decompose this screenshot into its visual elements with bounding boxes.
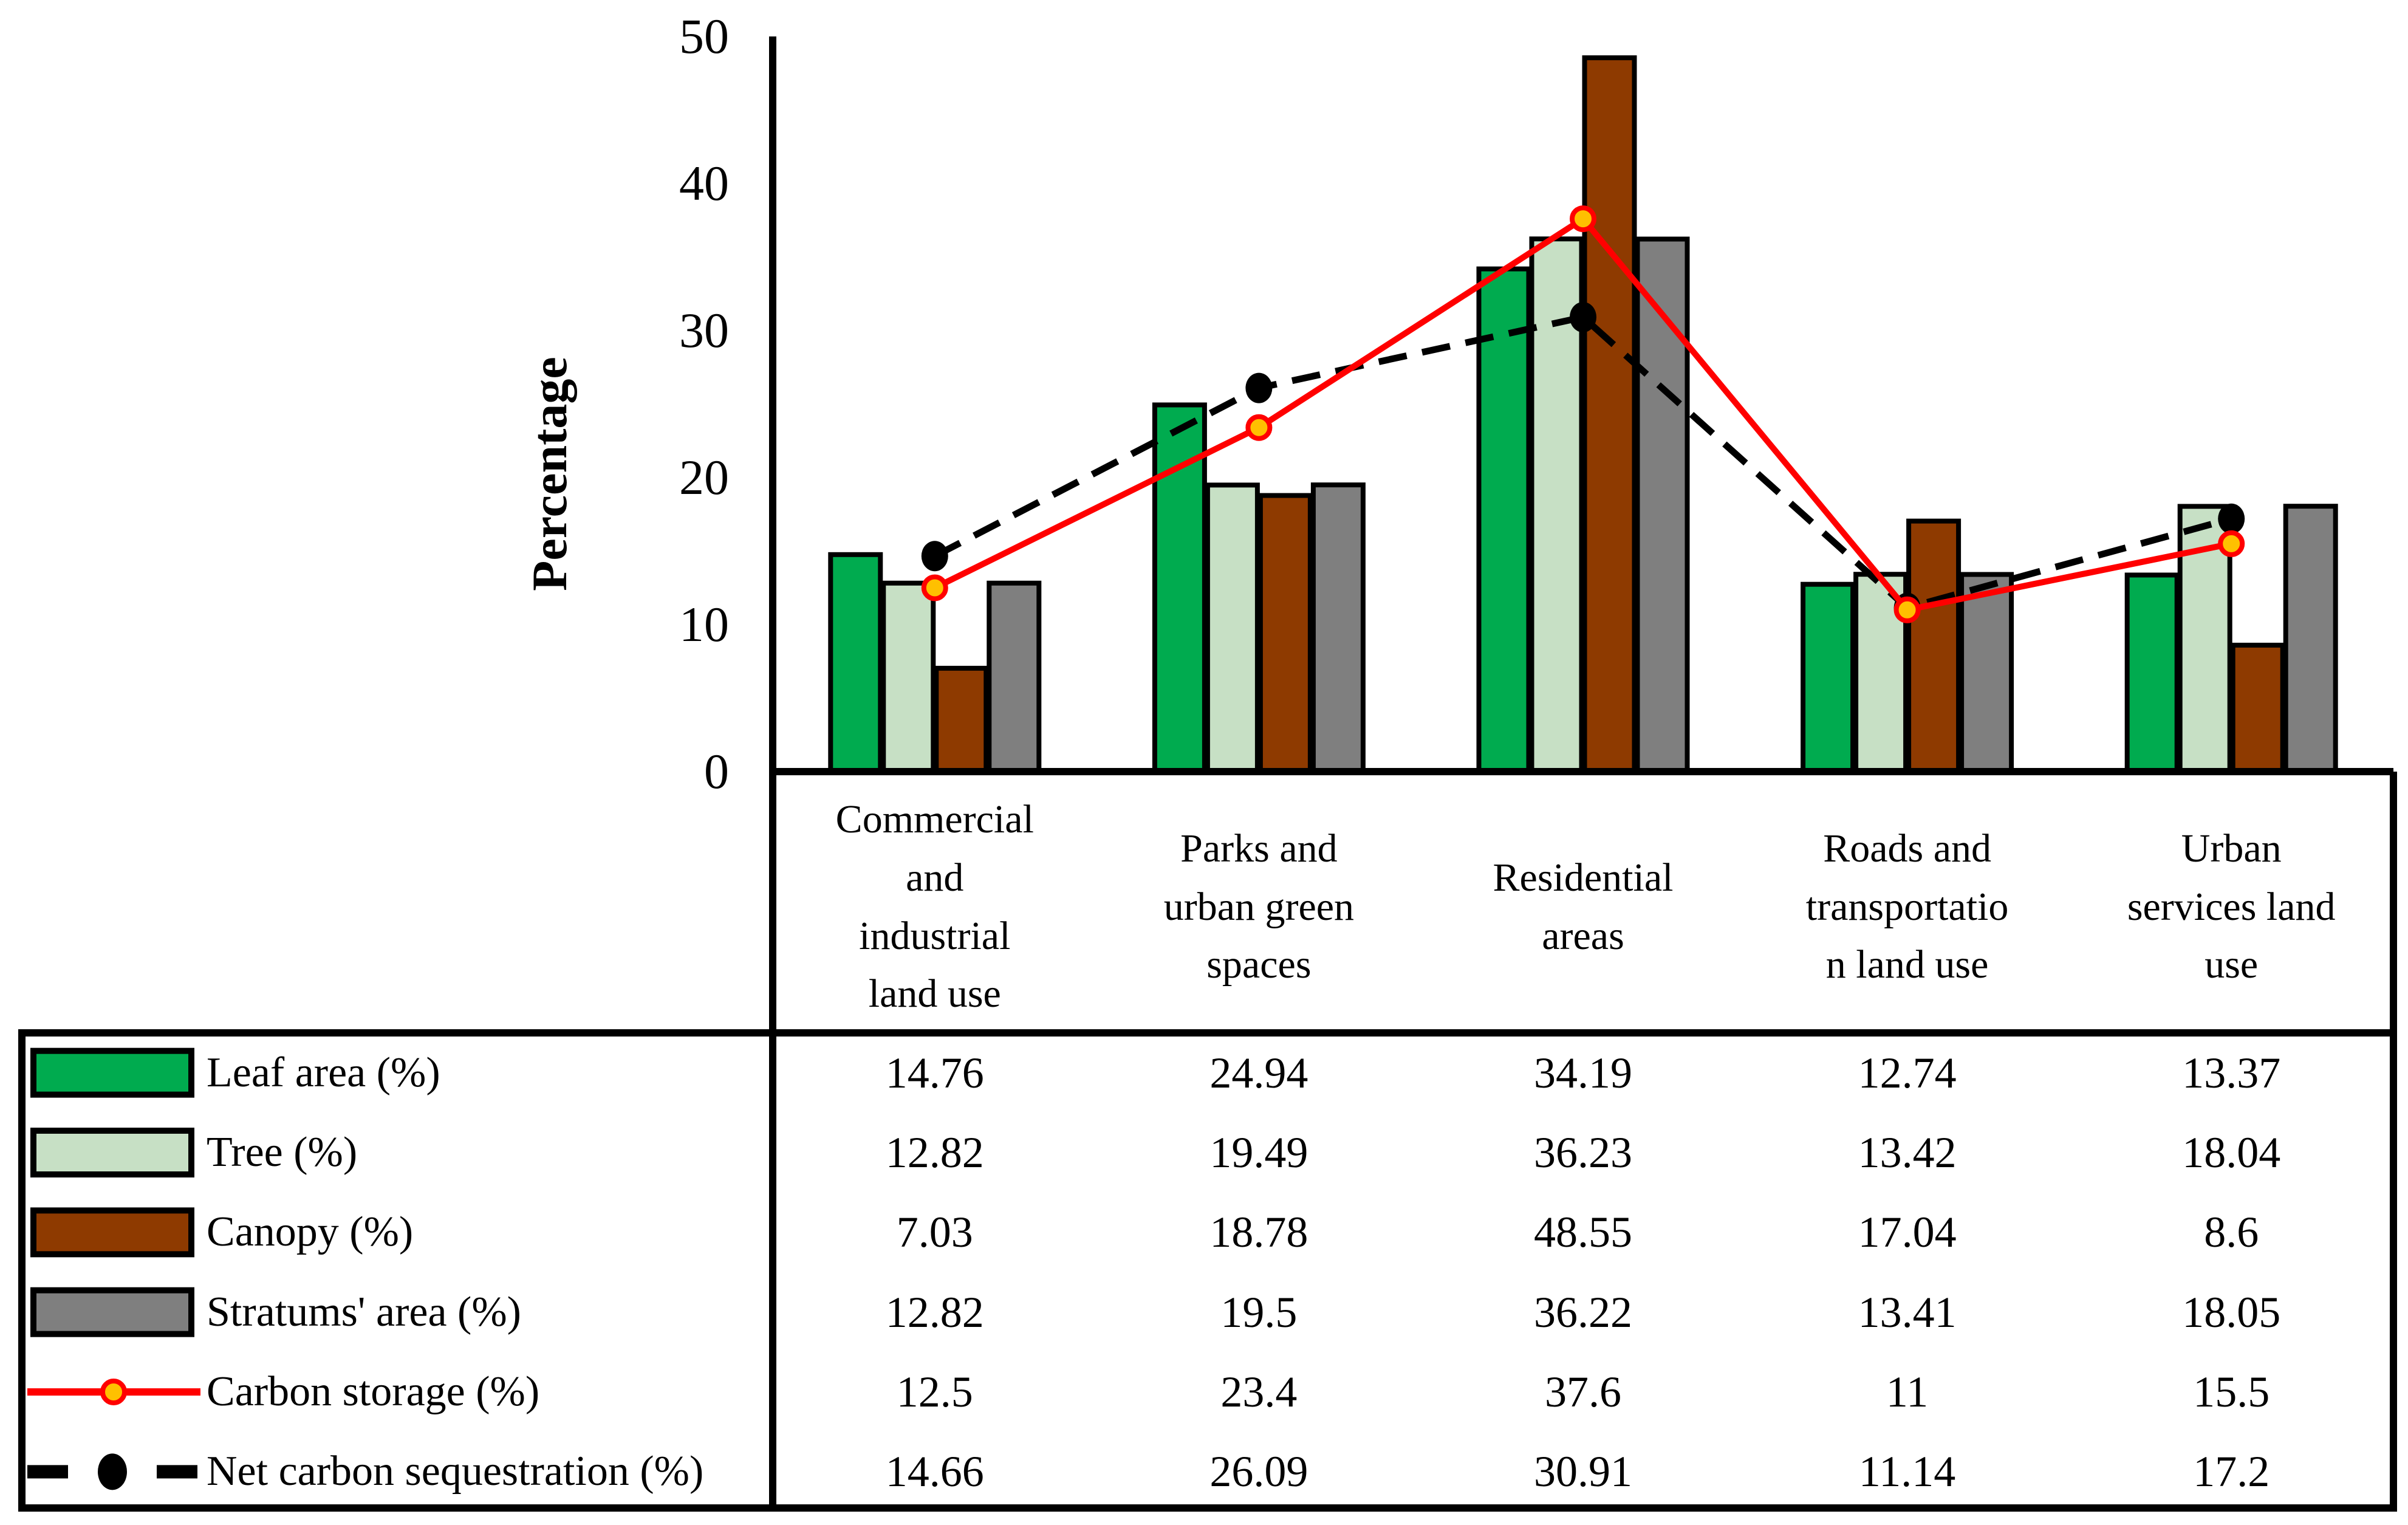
marker-carbon-storage-4 bbox=[2218, 530, 2245, 557]
marker-carbon-storage-1 bbox=[1245, 414, 1273, 441]
marker-net-carbon-sequestration-4 bbox=[2218, 503, 2245, 534]
bar-stratums-area-3 bbox=[1959, 572, 2014, 775]
marker-carbon-storage-2 bbox=[1570, 205, 1596, 233]
marker-net-carbon-sequestration-0 bbox=[921, 541, 948, 572]
legend-marker-carbon-storage bbox=[100, 1379, 127, 1405]
bar-leaf-area-2 bbox=[1476, 266, 1531, 774]
bar-canopy-3 bbox=[1906, 518, 1962, 775]
marker-net-carbon-sequestration-1 bbox=[1245, 372, 1273, 403]
bar-stratums-area-0 bbox=[987, 580, 1042, 774]
line-net-carbon-sequestration bbox=[933, 314, 2232, 612]
legend-marker-net-carbon-sequestration bbox=[98, 1453, 127, 1490]
bar-canopy-1 bbox=[1257, 493, 1313, 774]
marker-carbon-storage-3 bbox=[1893, 596, 1921, 623]
marker-carbon-storage-0 bbox=[921, 574, 948, 601]
marker-net-carbon-sequestration-2 bbox=[1570, 301, 1596, 332]
bar-leaf-area-4 bbox=[2124, 572, 2180, 774]
bar-tree-1 bbox=[1205, 482, 1260, 774]
bar-tree-0 bbox=[881, 580, 936, 774]
bar-leaf-area-0 bbox=[828, 552, 883, 774]
bar-stratums-area-4 bbox=[2283, 504, 2338, 774]
bar-canopy-0 bbox=[934, 665, 989, 775]
bar-canopy-4 bbox=[2230, 642, 2285, 774]
legend-swatch-canopy bbox=[30, 1207, 194, 1258]
legend-swatch-leaf-area bbox=[30, 1047, 194, 1098]
bar-stratums-area-1 bbox=[1310, 482, 1366, 774]
y-axis-title: Percentage bbox=[522, 357, 577, 591]
bar-leaf-area-3 bbox=[1801, 581, 1856, 775]
legend-swatch-stratums-area bbox=[30, 1287, 194, 1337]
legend-swatch-tree bbox=[30, 1128, 194, 1177]
bar-canopy-2 bbox=[1582, 55, 1637, 775]
